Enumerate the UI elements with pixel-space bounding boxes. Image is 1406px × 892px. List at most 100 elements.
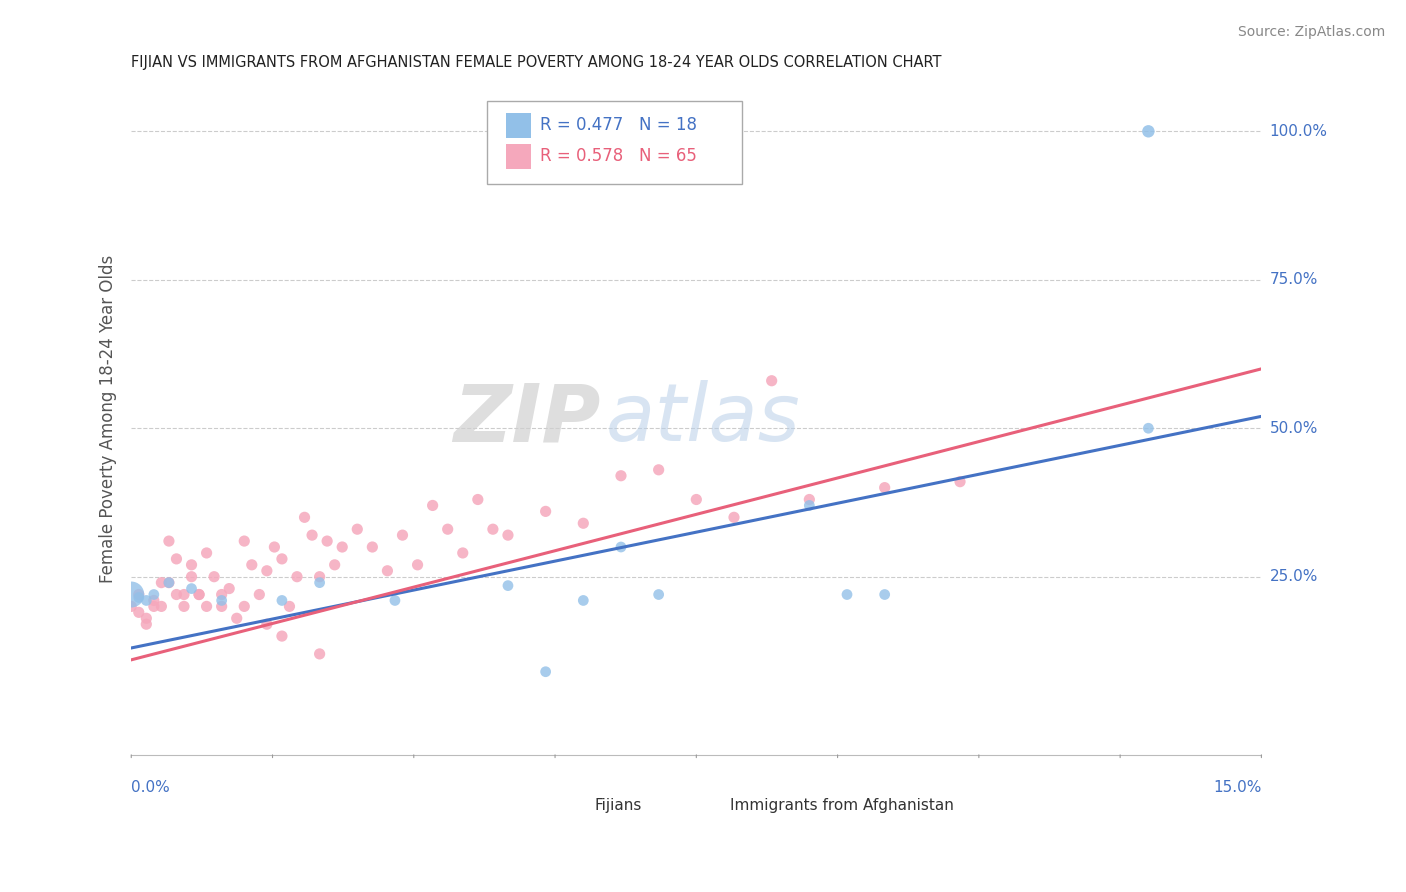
Point bbox=[451, 546, 474, 560]
Point bbox=[128, 591, 150, 605]
Point bbox=[225, 611, 247, 625]
Text: 15.0%: 15.0% bbox=[1213, 780, 1261, 795]
Y-axis label: Female Poverty Among 18-24 Year Olds: Female Poverty Among 18-24 Year Olds bbox=[100, 255, 117, 583]
Point bbox=[211, 588, 233, 602]
Point bbox=[323, 558, 346, 572]
Point bbox=[135, 617, 157, 632]
Point bbox=[835, 588, 858, 602]
Point bbox=[873, 588, 896, 602]
Point bbox=[384, 593, 406, 607]
Point bbox=[271, 552, 294, 566]
Point bbox=[233, 599, 256, 614]
Point bbox=[256, 617, 278, 632]
Point bbox=[685, 492, 707, 507]
Point bbox=[180, 570, 202, 584]
Point bbox=[142, 599, 165, 614]
Text: 100.0%: 100.0% bbox=[1270, 124, 1327, 139]
Bar bbox=[506, 112, 531, 138]
Text: 75.0%: 75.0% bbox=[1270, 272, 1317, 287]
Point bbox=[195, 546, 218, 560]
Text: R = 0.477   N = 18: R = 0.477 N = 18 bbox=[540, 117, 697, 135]
Bar bbox=[506, 144, 531, 169]
Point bbox=[361, 540, 384, 554]
Point bbox=[436, 522, 458, 536]
Point bbox=[150, 599, 173, 614]
Point bbox=[1137, 421, 1160, 435]
Point bbox=[142, 588, 165, 602]
Point bbox=[294, 510, 316, 524]
Point bbox=[150, 575, 173, 590]
Text: 50.0%: 50.0% bbox=[1270, 421, 1317, 435]
Point bbox=[128, 588, 150, 602]
Point bbox=[316, 534, 339, 549]
Point bbox=[202, 570, 225, 584]
Point bbox=[195, 599, 218, 614]
Point bbox=[211, 599, 233, 614]
Point bbox=[647, 463, 669, 477]
Point bbox=[391, 528, 413, 542]
Point bbox=[308, 647, 330, 661]
Point bbox=[467, 492, 489, 507]
FancyBboxPatch shape bbox=[488, 101, 741, 185]
Point bbox=[308, 575, 330, 590]
Point bbox=[482, 522, 505, 536]
Point bbox=[534, 665, 557, 679]
Text: R = 0.578   N = 65: R = 0.578 N = 65 bbox=[540, 147, 697, 165]
Text: FIJIAN VS IMMIGRANTS FROM AFGHANISTAN FEMALE POVERTY AMONG 18-24 YEAR OLDS CORRE: FIJIAN VS IMMIGRANTS FROM AFGHANISTAN FE… bbox=[131, 55, 942, 70]
Point bbox=[377, 564, 399, 578]
Point bbox=[166, 552, 188, 566]
Point bbox=[166, 588, 188, 602]
Point bbox=[256, 564, 278, 578]
Point bbox=[723, 510, 745, 524]
Point bbox=[135, 611, 157, 625]
Point bbox=[285, 570, 308, 584]
Point bbox=[271, 593, 294, 607]
Point bbox=[610, 468, 633, 483]
Point bbox=[496, 528, 519, 542]
Point bbox=[233, 534, 256, 549]
Point bbox=[422, 499, 444, 513]
Text: 0.0%: 0.0% bbox=[131, 780, 170, 795]
Point bbox=[873, 481, 896, 495]
Text: Fijians: Fijians bbox=[595, 798, 643, 814]
Point bbox=[173, 599, 195, 614]
Point bbox=[647, 588, 669, 602]
Text: atlas: atlas bbox=[606, 380, 800, 458]
Point bbox=[799, 492, 821, 507]
Point bbox=[572, 593, 595, 607]
Point bbox=[610, 540, 633, 554]
Point bbox=[761, 374, 783, 388]
Point bbox=[173, 588, 195, 602]
Point bbox=[180, 558, 202, 572]
Point bbox=[128, 605, 150, 619]
Text: Immigrants from Afghanistan: Immigrants from Afghanistan bbox=[730, 798, 955, 814]
Point bbox=[211, 593, 233, 607]
Point bbox=[188, 588, 211, 602]
Point bbox=[1137, 124, 1160, 138]
Point bbox=[180, 582, 202, 596]
Point bbox=[188, 588, 211, 602]
Point bbox=[157, 575, 180, 590]
Point bbox=[218, 582, 240, 596]
Point bbox=[157, 575, 180, 590]
Point bbox=[278, 599, 301, 614]
Point bbox=[120, 599, 142, 614]
Bar bbox=[696, 795, 721, 817]
Point bbox=[534, 504, 557, 518]
Point bbox=[301, 528, 323, 542]
Point bbox=[949, 475, 972, 489]
Point bbox=[135, 593, 157, 607]
Point bbox=[120, 588, 142, 602]
Point bbox=[330, 540, 353, 554]
Bar bbox=[561, 795, 585, 817]
Point bbox=[406, 558, 429, 572]
Text: 25.0%: 25.0% bbox=[1270, 569, 1317, 584]
Point bbox=[308, 570, 330, 584]
Point bbox=[142, 593, 165, 607]
Text: ZIP: ZIP bbox=[453, 380, 600, 458]
Point bbox=[346, 522, 368, 536]
Point bbox=[247, 588, 270, 602]
Text: Source: ZipAtlas.com: Source: ZipAtlas.com bbox=[1237, 25, 1385, 39]
Point bbox=[240, 558, 263, 572]
Point bbox=[496, 579, 519, 593]
